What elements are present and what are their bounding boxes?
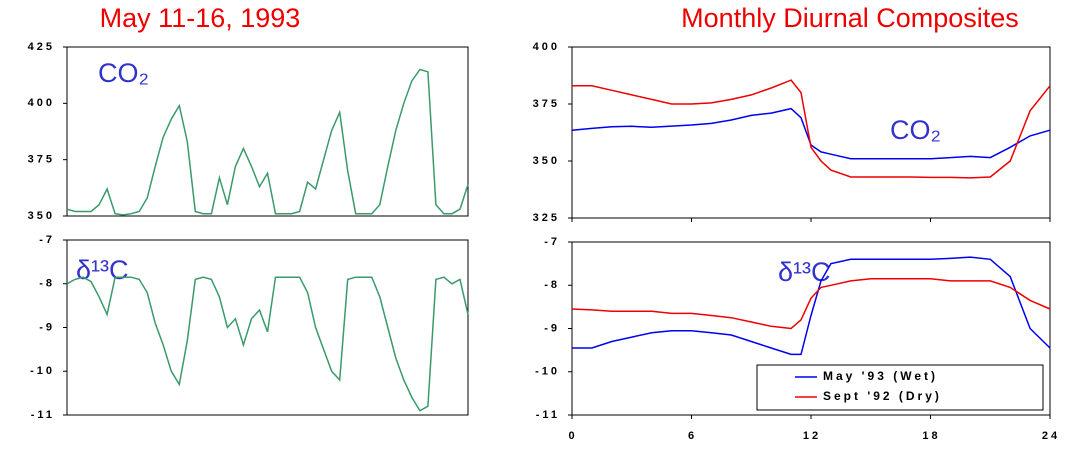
y-tick-label: -10 xyxy=(30,365,55,377)
line-series xyxy=(66,68,469,216)
y-tick-label: -7 xyxy=(39,234,55,246)
line-series xyxy=(571,107,1051,160)
chart-title: Monthly Diurnal Composites xyxy=(681,3,1019,33)
y-tick-label: 375 xyxy=(28,154,55,166)
y-tick-label: 325 xyxy=(533,212,560,224)
y-tick-label: 350 xyxy=(533,155,560,167)
line-series xyxy=(571,278,1051,330)
x-tick-label: 0 xyxy=(568,430,577,442)
y-tick-label: 400 xyxy=(533,41,560,53)
y-tick-label: -8 xyxy=(544,279,560,291)
y-tick-label: -11 xyxy=(31,409,55,421)
y-tick-label: -10 xyxy=(535,366,560,378)
x-tick-label: 18 xyxy=(922,430,940,442)
y-tick-label: -11 xyxy=(536,409,560,421)
line-series xyxy=(572,79,1051,179)
y-tick-label: -9 xyxy=(39,321,55,333)
x-tick-label: 24 xyxy=(1042,430,1060,442)
legend-label: May '93 (Wet) xyxy=(823,369,938,383)
annotation: δ¹³C xyxy=(76,255,129,285)
x-tick-label: 6 xyxy=(688,430,697,442)
y-tick-label: 375 xyxy=(533,98,560,110)
x-tick-label: 12 xyxy=(803,430,821,442)
y-tick-label: -8 xyxy=(39,278,55,290)
y-tick-label: 400 xyxy=(28,97,55,109)
plot-frame xyxy=(571,46,1051,219)
legend-box xyxy=(756,364,1044,411)
y-tick-label: -7 xyxy=(544,236,560,248)
line-series xyxy=(572,256,1051,356)
line-series xyxy=(66,276,469,412)
legend-label: Sept '92 (Dry) xyxy=(823,389,942,403)
annotation: δ¹³C xyxy=(778,257,831,287)
annotation: CO₂ xyxy=(890,115,941,145)
y-tick-label: -9 xyxy=(544,322,560,334)
y-tick-label: 425 xyxy=(28,41,55,53)
plot-frame xyxy=(66,46,469,217)
chart-title: May 11-16, 1993 xyxy=(100,3,301,33)
annotation: CO₂ xyxy=(98,58,149,88)
y-tick-label: 350 xyxy=(28,210,55,222)
